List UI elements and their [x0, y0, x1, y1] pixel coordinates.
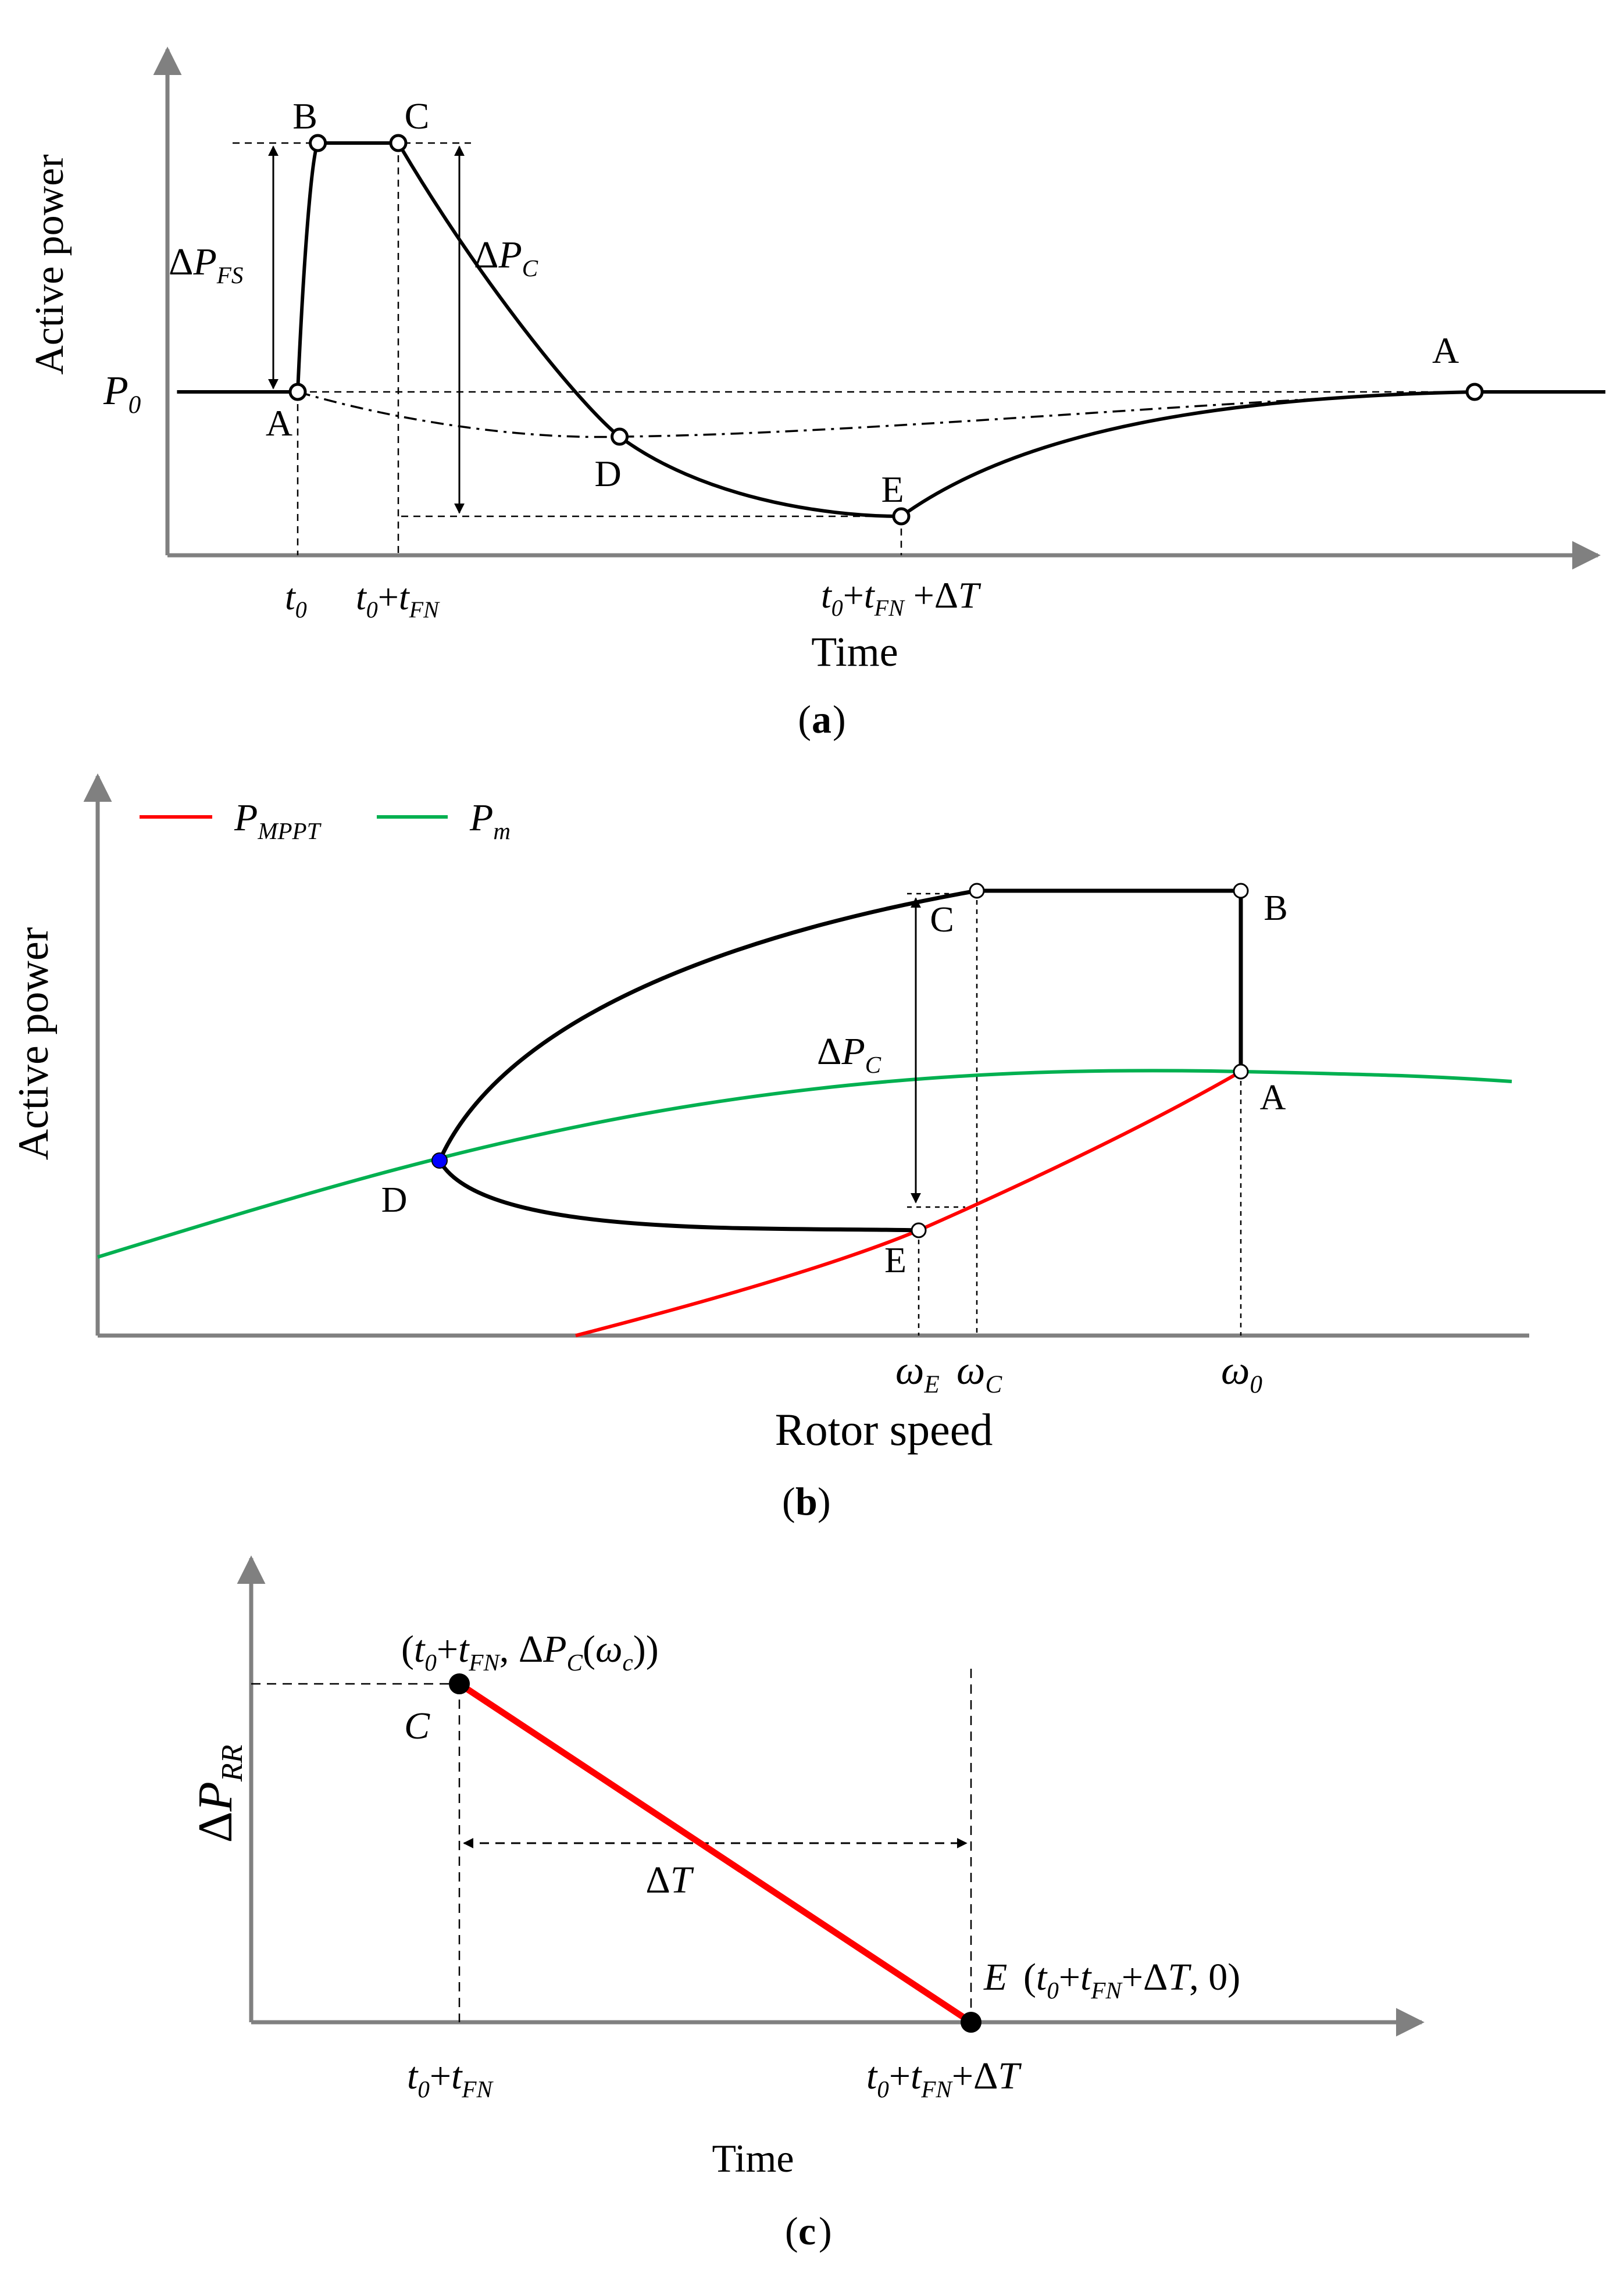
- tick-b-omega-0: ω0: [1221, 1348, 1262, 1398]
- panel-c-caption-letter: c: [798, 2209, 816, 2253]
- panel-c-curves: [457, 1681, 973, 2025]
- panel-b-caption-close: ): [818, 1479, 831, 1523]
- panel-a-caption-close: ): [833, 697, 846, 741]
- panel-b-caption-open: (: [782, 1479, 795, 1523]
- point-a-d: [611, 427, 629, 446]
- point-c-c: [449, 1673, 470, 1694]
- panel-a: A B C D E A Active power P0 ΔPFS ΔPC t0 t0+tFN t0+tF…: [27, 47, 1605, 741]
- panel-b-caption-letter: b: [795, 1479, 818, 1523]
- point-a-e: [892, 507, 911, 526]
- panel-c-guides: [251, 1669, 972, 2022]
- point-label-c-e: E: [983, 1956, 1007, 1998]
- series-trajectory: [437, 888, 1243, 1233]
- tick-c-t0-tfn: t0+tFN: [407, 2055, 494, 2102]
- point-label-a-c: C: [405, 95, 430, 137]
- point-label-b-b: B: [1263, 888, 1287, 928]
- point-b-a: [1233, 1063, 1249, 1080]
- point-label-a-b: B: [292, 95, 317, 137]
- point-label-b-a: A: [1260, 1078, 1286, 1118]
- point-label-b-d: D: [381, 1180, 408, 1220]
- point-coord-c-e: (t0+tFN+ΔT, 0): [1023, 1956, 1240, 2004]
- point-label-b-c: C: [930, 900, 954, 940]
- tick-b-omega-c: ωC: [956, 1348, 1002, 1398]
- annotation-c-delta-t: ΔT: [645, 1859, 694, 1901]
- panel-b-legend: PMPPT Pm: [140, 797, 511, 844]
- panel-b-y-label: Active power: [10, 927, 58, 1161]
- point-label-a-a: A: [266, 402, 292, 444]
- tick-b-omega-e: ωE: [895, 1348, 940, 1398]
- panel-c: C (t0+tFN, ΔPC(ωc)) E (t0+tFN+ΔT, 0) ΔT ΔPRR t…: [188, 1555, 1425, 2253]
- legend-label-p-mppt: PMPPT: [234, 797, 322, 844]
- point-label-a-d: D: [594, 453, 621, 494]
- point-a-b: [309, 134, 327, 152]
- annotation-b-delta-p-c: ΔPC: [817, 1030, 881, 1078]
- point-label-a-a: A: [1432, 330, 1459, 371]
- annotation-delta-p-fs: ΔPFS: [169, 241, 243, 288]
- series-power-response: [177, 141, 1605, 519]
- point-a-a: [288, 383, 307, 401]
- panel-a-p0-label: P0: [103, 369, 141, 419]
- point-a-c: [389, 134, 408, 152]
- panel-b-guides: [907, 891, 1242, 1336]
- point-label-c-c: C: [404, 1705, 430, 1747]
- series-p-mppt: [575, 1070, 1242, 1337]
- panel-a-curves: [177, 141, 1605, 519]
- series-delta-p-rr: [457, 1681, 973, 2025]
- point-c-e: [961, 2012, 981, 2033]
- series-mechanical-power: [297, 391, 1475, 438]
- panel-b-x-label: Rotor speed: [775, 1404, 993, 1455]
- panel-c-y-label-text: ΔPRR: [188, 1745, 249, 1843]
- panel-c-caption-close: ): [819, 2209, 832, 2253]
- panel-b-labels: A B C D E Active power ΔPC ωE ωC ω0 Rotor speed (b): [10, 888, 1288, 1523]
- panel-a-caption: (: [798, 697, 811, 741]
- panel-c-caption-open: (: [785, 2209, 798, 2253]
- panel-a-caption-letter: a: [812, 697, 831, 741]
- series-p-m: [97, 1069, 1512, 1259]
- legend-label-p-m: Pm: [469, 797, 511, 844]
- panel-a-labels: A B C D E A Active power P0 ΔPFS ΔPC t0 t0+tFN t0+tF…: [27, 95, 1459, 741]
- tick-a-t0: t0: [285, 576, 307, 623]
- annotation-delta-p-c: ΔPC: [474, 234, 538, 281]
- panel-b-curves: [97, 888, 1512, 1337]
- point-label-a-e: E: [881, 469, 904, 510]
- panel-b: PMPPT Pm A B C D E Active power ΔPC ωE ωC ω0 Rotor …: [10, 773, 1529, 1523]
- point-b-e: [911, 1222, 927, 1238]
- panel-b-points: [431, 883, 1249, 1238]
- panel-c-x-label: Time: [712, 2136, 794, 2180]
- panel-c-y-label: ΔPRR: [188, 1745, 249, 1843]
- point-b-d: [431, 1152, 448, 1169]
- point-a-a-2: [1465, 383, 1484, 401]
- tick-c-t0-tfn-dt: t0+tFN+ΔT: [866, 2055, 1022, 2102]
- point-label-b-e: E: [884, 1241, 906, 1280]
- point-b-c: [969, 883, 985, 899]
- panel-a-y-label: Active power: [27, 154, 72, 374]
- panel-c-labels: C (t0+tFN, ΔPC(ωc)) E (t0+tFN+ΔT, 0) ΔT ΔPRR t…: [188, 1628, 1240, 2253]
- panel-a-guides: [233, 142, 1475, 555]
- panel-a-x-label: Time: [811, 629, 898, 675]
- panel-a-points: [288, 134, 1484, 526]
- panel-c-points: [449, 1673, 981, 2033]
- point-coord-c-c: (t0+tFN, ΔPC(ωc)): [401, 1628, 659, 1676]
- tick-a-t0-tfn-dt: t0+tFN +ΔT: [821, 574, 981, 621]
- tick-a-t0-tfn: t0+tFN: [356, 576, 440, 623]
- point-b-b: [1233, 883, 1249, 899]
